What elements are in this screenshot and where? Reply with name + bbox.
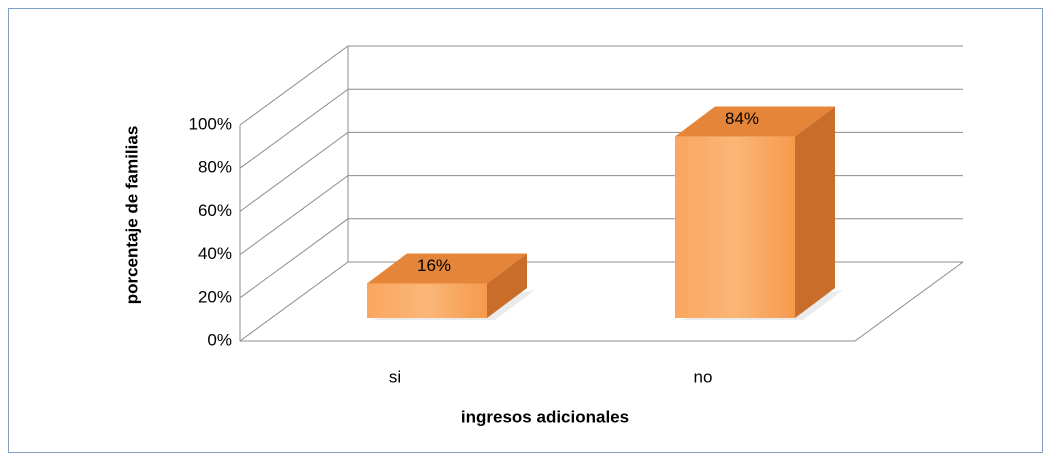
data-label: 84%: [725, 109, 759, 128]
bar-side: [487, 253, 527, 318]
x-axis-title: ingresos adicionales: [461, 407, 629, 426]
chart-border: [8, 8, 1043, 453]
x-tick-label: no: [694, 367, 713, 386]
y-tick-label: 40%: [198, 244, 232, 263]
bar-side: [795, 106, 835, 318]
bar: [675, 136, 795, 318]
bar: [367, 283, 487, 318]
y-tick-label: 20%: [198, 287, 232, 306]
y-tick-label: 0%: [207, 330, 232, 349]
x-tick-label: si: [389, 367, 401, 386]
y-tick-label: 60%: [198, 201, 232, 220]
y-tick-label: 100%: [189, 114, 232, 133]
bar-top: [675, 106, 835, 137]
floor: [240, 261, 964, 342]
y-tick-label: 80%: [198, 158, 232, 177]
data-label: 16%: [417, 256, 451, 275]
y-axis-title: porcentaje de familias: [122, 126, 141, 305]
bar-top: [367, 253, 527, 284]
